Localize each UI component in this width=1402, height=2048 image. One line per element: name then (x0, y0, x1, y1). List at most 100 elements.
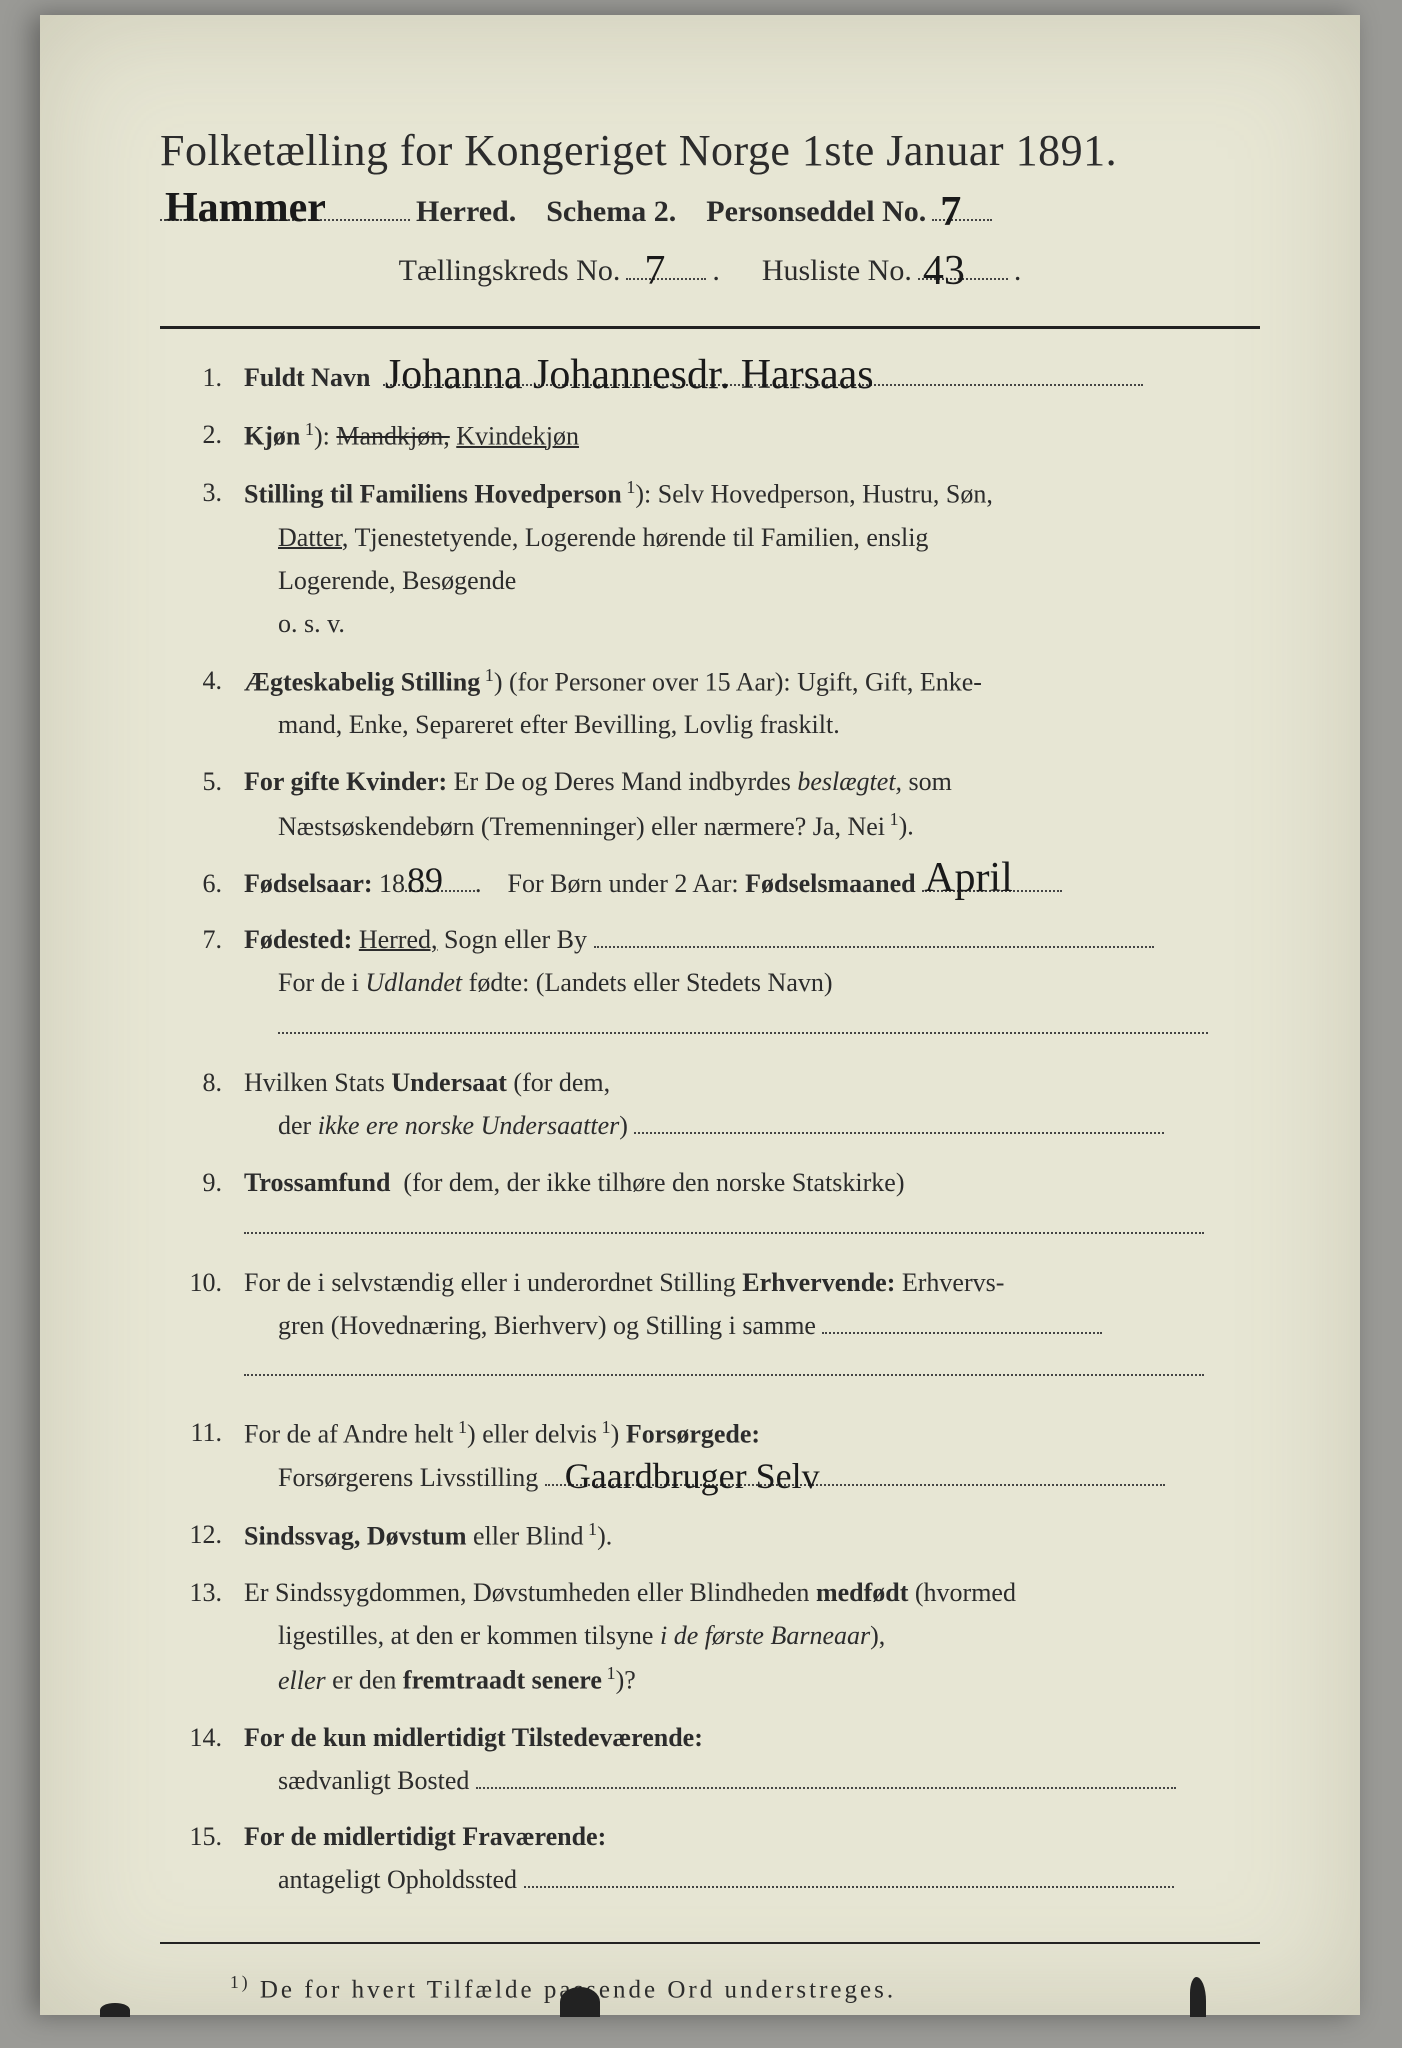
item-11-num: 11. (160, 1412, 244, 1499)
item-3-label: Stilling til Familiens Hovedperson (244, 480, 622, 509)
item-7-text2b: fødte: (Landets eller Stedets Navn) (469, 968, 833, 997)
item-12-text: eller Blind (473, 1521, 583, 1550)
item-6-text3: Fødselsmaaned (745, 869, 915, 898)
schema-label: Schema 2. (546, 195, 676, 229)
item-8-label: Undersaat (391, 1068, 507, 1097)
item-7-herred: Herred, (359, 925, 438, 954)
item-5-text1c: som (909, 767, 952, 796)
herred-field: Hammer (160, 186, 410, 221)
item-11-label: Forsørgede: (626, 1420, 760, 1449)
item-2-label: Kjøn (244, 422, 300, 451)
item-9-label: Trossamfund (244, 1168, 390, 1197)
document-content: Folketælling for Kongeriget Norge 1ste J… (40, 15, 1360, 2005)
item-10-text1: For de i selvstændig eller i underordnet… (244, 1268, 736, 1297)
item-8: 8. Hvilken Stats Undersaat (for dem, der… (160, 1062, 1260, 1148)
item-9-text: (for dem, der ikke tilhøre den norske St… (403, 1168, 904, 1197)
item-14: 14. For de kun midlertidigt Tilstedevære… (160, 1717, 1260, 1803)
item-8-text3i: ikke ere norske Undersaatter (318, 1111, 620, 1140)
separator-top (160, 326, 1260, 329)
item-7-text2i: Udlandet (365, 968, 462, 997)
item-13-num: 13. (160, 1572, 244, 1702)
personseddel-label: Personseddel No. (706, 195, 926, 229)
item-9-field (244, 1232, 1204, 1234)
item-3-line2b: Tjenestetyende, Logerende hørende til Fa… (354, 523, 928, 552)
item-14-num: 14. (160, 1717, 244, 1803)
item-7-field2 (278, 1032, 1208, 1034)
item-1: 1. Fuldt Navn Johanna Johannesdr. Harsaa… (160, 357, 1260, 400)
item-4-num: 4. (160, 660, 244, 747)
item-9-num: 9. (160, 1162, 244, 1248)
item-8-text3b: ) (619, 1111, 628, 1140)
item-6-year-prefix: 18 (379, 869, 405, 898)
item-6-month-field: April (922, 890, 1062, 892)
separator-bottom (160, 1942, 1260, 1944)
taellingskreds-label: Tællingskreds No. (399, 254, 621, 288)
header-line-1: Hammer Herred. Schema 2. Personseddel No… (160, 186, 1260, 229)
item-10-text3: gren (Hovednæring, Bierhverv) og Stillin… (278, 1311, 816, 1340)
item-8-text3: der (278, 1111, 311, 1140)
item-5: 5. For gifte Kvinder: Er De og Deres Man… (160, 761, 1260, 848)
item-4-text2: mand, Enke, Separeret efter Bevilling, L… (278, 710, 840, 739)
herred-label: Herred. (416, 195, 516, 229)
item-1-label: Fuldt Navn (244, 363, 370, 392)
item-13-text3i: eller (278, 1666, 326, 1695)
item-6: 6. Fødselsaar: 1889. For Børn under 2 Aa… (160, 863, 1260, 906)
item-13-text1b: (hvormed (915, 1578, 1016, 1607)
item-12-label: Sindssvag, Døvstum (244, 1521, 467, 1550)
personseddel-no-hw: 7 (940, 200, 961, 225)
item-1-hw: Johanna Johannesdr. Harsaas (385, 363, 874, 388)
item-7-num: 7. (160, 919, 244, 1048)
header-line-2: Tællingskreds No. 7 . Husliste No. 43 . (160, 245, 1260, 288)
item-15-label: For de midlertidigt Fraværende: (244, 1822, 606, 1851)
item-3-line1: Selv Hovedperson, Hustru, Søn, (658, 480, 993, 509)
item-15: 15. For de midlertidigt Fraværende: anta… (160, 1816, 1260, 1902)
item-3-num: 3. (160, 472, 244, 645)
item-2-mandkjon: Mandkjøn, (336, 422, 449, 451)
item-5-text2: Næstsøskendebørn (Tremenninger) eller næ… (278, 812, 885, 841)
item-13-text2: ligestilles, at den er kommen tilsyne (278, 1621, 653, 1650)
item-13: 13. Er Sindssygdommen, Døvstumheden elle… (160, 1572, 1260, 1702)
item-2: 2. Kjøn 1): Mandkjøn, Kvindekjøn (160, 414, 1260, 459)
item-14-text: sædvanligt Bosted (278, 1766, 469, 1795)
item-11: 11. For de af Andre helt 1) eller delvis… (160, 1412, 1260, 1499)
item-10-field2 (244, 1374, 1204, 1376)
item-8-field (634, 1132, 1164, 1134)
item-6-month-hw: April (924, 866, 1013, 891)
husliste-no-hw: 43 (923, 259, 965, 284)
item-3-line3: Logerende, Besøgende (278, 566, 516, 595)
item-8-text1: Hvilken Stats (244, 1068, 385, 1097)
item-10-label: Erhvervende: (742, 1268, 895, 1297)
item-13-text3: er den (332, 1666, 396, 1695)
item-10-text2: Erhvervs- (902, 1268, 1005, 1297)
item-4-label: Ægteskabelig Stilling (244, 667, 480, 696)
footnote-marker: 1) (230, 1972, 251, 1992)
paper-tear (560, 1987, 600, 2017)
taellingskreds-no-hw: 7 (644, 259, 665, 284)
item-1-field: Johanna Johannesdr. Harsaas (383, 384, 1143, 386)
item-8-num: 8. (160, 1062, 244, 1148)
item-13-text2i: i de første Barneaar (660, 1621, 870, 1650)
item-5-label: For gifte Kvinder: (244, 767, 447, 796)
item-5-num: 5. (160, 761, 244, 848)
item-13-text3b: ? (624, 1666, 636, 1695)
item-2-kvindekjon: Kvindekjøn (456, 422, 579, 451)
husliste-label: Husliste No. (762, 254, 912, 288)
item-13-label: medfødt (816, 1578, 908, 1607)
item-15-field (524, 1886, 1174, 1888)
item-7-text1b: Sogn eller By (444, 925, 587, 954)
footnote: 1) De for hvert Tilfælde passende Ord un… (230, 1972, 1260, 2004)
item-13-text2b: ), (870, 1621, 885, 1650)
item-7-field1 (594, 946, 1154, 948)
personseddel-field: 7 (932, 186, 992, 221)
item-2-num: 2. (160, 414, 244, 459)
husliste-field: 43 (918, 245, 1008, 280)
item-10-num: 10. (160, 1262, 244, 1391)
item-3-datter: Datter, (278, 523, 348, 552)
main-title: Folketælling for Kongeriget Norge 1ste J… (160, 125, 1260, 176)
item-4-text1: (for Personer over 15 Aar): Ugift, Gift,… (509, 667, 982, 696)
item-11-text3: Forsørgerens Livsstilling (278, 1463, 538, 1492)
item-12: 12. Sindssvag, Døvstum eller Blind 1). (160, 1514, 1260, 1559)
item-7-text2: For de i (278, 968, 359, 997)
item-6-year-hw: 89 (407, 870, 443, 892)
item-13-text1: Er Sindssygdommen, Døvstumheden eller Bl… (244, 1578, 809, 1607)
